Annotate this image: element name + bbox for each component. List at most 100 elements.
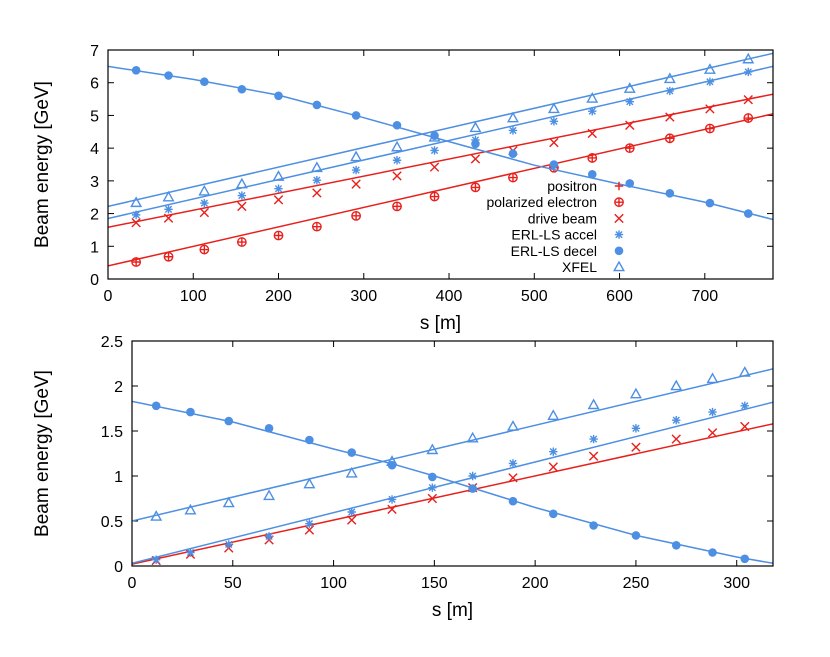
legend-key	[614, 230, 624, 239]
top-data-point-cross	[588, 153, 597, 163]
bottom-ytick-label: 0.5	[101, 514, 123, 531]
bottom-data-point	[387, 495, 397, 504]
bottom-series-markers-erl-ls-accel	[151, 401, 749, 564]
bottom-ytick-label: 0	[114, 559, 123, 576]
top-ytick-label: 5	[90, 108, 99, 125]
top-data-point-cross	[351, 211, 361, 221]
top-data-point-cross	[705, 124, 715, 133]
top-xtick-label: 300	[350, 288, 377, 305]
top-data-point-cross	[508, 173, 518, 182]
legend-marker	[614, 230, 624, 239]
top-series-line-polarized-electron	[108, 113, 773, 267]
top-data-point	[665, 86, 675, 96]
bottom-data-point	[426, 443, 439, 455]
legend-marker	[614, 213, 624, 224]
bottom-y-axis-label: Beam energy [GeV]	[32, 370, 53, 537]
bottom-data-point	[549, 447, 558, 456]
bottom-data-point	[428, 472, 437, 482]
top-ytick-label: 0	[90, 272, 99, 289]
legend-key	[614, 246, 624, 256]
bottom-data-point	[589, 434, 598, 444]
bottom-data-point	[587, 398, 600, 410]
top-data-point	[272, 170, 285, 181]
bottom-data-point	[740, 421, 750, 432]
bottom-series-markers-drive-beam	[151, 421, 750, 566]
top-y-axis-label: Beam energy [GeV]	[32, 81, 53, 248]
top-data-point	[273, 195, 284, 205]
bottom-data-point	[508, 459, 518, 468]
bottom-data-point	[345, 466, 358, 478]
bottom-data-point	[468, 471, 477, 481]
top-data-point	[312, 188, 322, 198]
top-data-point	[235, 177, 248, 189]
top-data-point	[237, 84, 247, 94]
top-data-point	[130, 196, 143, 208]
top-data-point-cross	[274, 231, 283, 240]
top-series-line-xfel	[108, 52, 773, 208]
top-data-point	[429, 162, 440, 172]
bottom-series-markers-xfel	[150, 366, 751, 521]
top-xtick-label: 0	[104, 288, 113, 305]
bottom-data-point	[186, 548, 195, 557]
top-data-point	[665, 188, 675, 198]
legend-label: polarized electron	[486, 194, 597, 210]
top-ytick-label: 3	[90, 174, 99, 191]
bottom-x-axis-label: s [m]	[432, 600, 473, 621]
bottom-data-point	[184, 503, 197, 515]
bottom-data-point	[589, 521, 598, 530]
top-data-point-cross	[744, 113, 753, 123]
top-data-point	[274, 184, 283, 193]
top-data-point-cross	[625, 143, 634, 153]
top-xtick-label: 200	[265, 288, 292, 305]
bottom-ytick-label: 1	[114, 469, 123, 486]
bottom-data-point	[740, 554, 750, 564]
bottom-data-point	[631, 531, 641, 540]
top-data-point	[742, 52, 755, 64]
bottom-ytick-label: 1.5	[101, 424, 123, 441]
bottom-data-point	[387, 460, 397, 470]
top-data-point	[625, 120, 635, 130]
bottom-data-point	[631, 424, 641, 433]
bottom-series-line-erl-ls-accel	[132, 401, 773, 565]
top-series-line-erl-ls-accel	[108, 65, 773, 220]
top-data-point	[469, 121, 482, 133]
bottom-data-point	[427, 493, 438, 504]
top-series-markers-xfel	[130, 52, 755, 208]
bottom-xtick-label: 150	[421, 575, 448, 592]
top-data-point	[430, 131, 439, 141]
bottom-xtick-label: 250	[623, 575, 650, 592]
bottom-data-point	[548, 462, 558, 472]
top-data-point	[274, 91, 283, 101]
top-data-point	[586, 91, 599, 103]
bottom-data-point	[548, 509, 558, 519]
bottom-data-point	[428, 483, 437, 492]
top-data-point	[549, 160, 559, 169]
top-data-point	[392, 156, 402, 165]
top-series-markers-polarized-electron	[131, 113, 754, 267]
top-data-point-cross	[471, 183, 480, 192]
top-data-point	[625, 179, 635, 188]
bottom-data-point	[347, 448, 357, 457]
top-ytick-label: 2	[90, 207, 99, 224]
bottom-data-point	[547, 409, 560, 420]
bottom-ytick-label: 2.5	[101, 334, 123, 351]
bottom-data-point	[387, 504, 397, 514]
bottom-data-point	[305, 519, 314, 528]
top-x-axis-label: s [m]	[420, 313, 461, 334]
top-data-point	[705, 104, 715, 114]
bottom-series-markers-erl-ls-decel	[151, 401, 750, 564]
top-xtick-label: 700	[691, 288, 718, 305]
legend-key	[613, 260, 625, 272]
legend-marker	[613, 260, 625, 272]
top-data-point	[164, 205, 173, 214]
bottom-xtick-label: 300	[723, 575, 750, 592]
top-data-point	[588, 106, 597, 116]
top-data-point	[549, 117, 559, 126]
legend-key	[614, 197, 624, 208]
bottom-data-point	[588, 451, 599, 461]
bottom-data-point	[303, 477, 316, 489]
top-data-point	[391, 140, 404, 152]
top-data-point	[312, 176, 322, 185]
top-data-point	[625, 97, 634, 106]
